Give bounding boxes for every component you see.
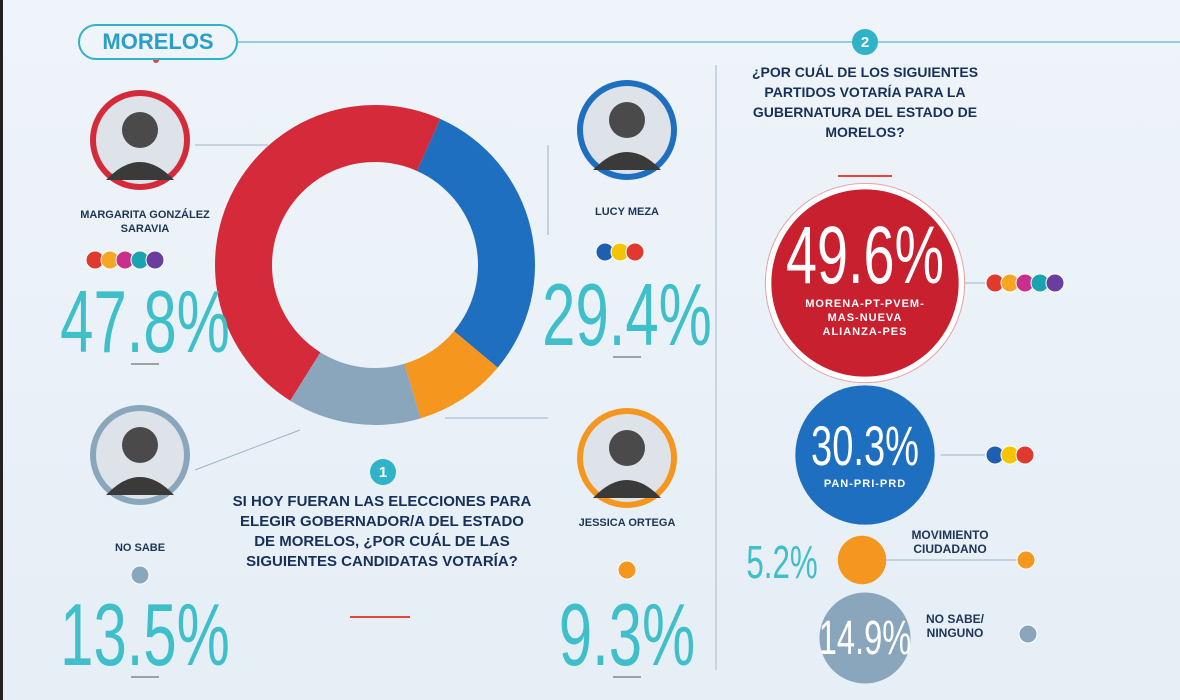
page-title: MORELOS xyxy=(78,24,238,60)
party-name: MOVIMIENTO CIUDADANO xyxy=(895,528,1005,556)
graphics: 47.8% 29.4% 9.3% 13.5% 1 2 49.6% 30.3% 5.2%14.9% xyxy=(0,0,1180,700)
question-number: 2 xyxy=(861,34,869,51)
party-logo xyxy=(1019,625,1037,643)
value-label: 29.4% xyxy=(542,265,712,363)
party-name: PAN-PRI-PRD xyxy=(797,477,933,491)
party-logo xyxy=(626,243,644,261)
value-label: 30.3% xyxy=(811,416,919,478)
party-logo xyxy=(1016,446,1034,464)
party-name: MORENA-PT-PVEM-MAS-NUEVA ALIANZA-PES xyxy=(797,297,933,339)
party-logo xyxy=(131,566,149,584)
party-logo xyxy=(1046,274,1064,292)
party-logo xyxy=(146,251,164,269)
value-label: 47.8% xyxy=(60,272,230,370)
value-label: 14.9% xyxy=(819,611,912,665)
photo-head xyxy=(122,427,158,463)
leader-line xyxy=(195,430,300,470)
candidate-name: JESSICA ORTEGA xyxy=(562,516,692,530)
photo-head xyxy=(609,102,645,138)
candidate-name: NO SABE xyxy=(75,541,205,555)
bubble xyxy=(838,536,886,584)
value-label: 13.5% xyxy=(60,585,230,683)
candidate-name: MARGARITA GONZÁLEZ SARAVIA xyxy=(80,208,210,236)
party-name: NO SABE/ NINGUNO xyxy=(915,612,995,640)
infographic: 47.8% 29.4% 9.3% 13.5% 1 2 49.6% 30.3% 5.2%14.9%… xyxy=(0,0,1180,700)
value-label: 49.6% xyxy=(786,209,944,300)
question: SI HOY FUERAN LAS ELECCIONES PARA ELEGIR… xyxy=(232,492,532,572)
party-logo xyxy=(1017,551,1035,569)
donut-slice xyxy=(215,105,440,401)
value-label: 9.3% xyxy=(559,585,695,683)
question-number: 1 xyxy=(379,464,387,481)
photo-head xyxy=(609,430,645,466)
party-logo xyxy=(618,561,636,579)
photo-head xyxy=(122,112,158,148)
donut-slice xyxy=(417,119,535,368)
value-label: 5.2% xyxy=(746,537,817,588)
question: ¿POR CUÁL DE LOS SIGUIENTES PARTIDOS VOT… xyxy=(740,62,990,142)
candidate-name: LUCY MEZA xyxy=(562,205,692,219)
